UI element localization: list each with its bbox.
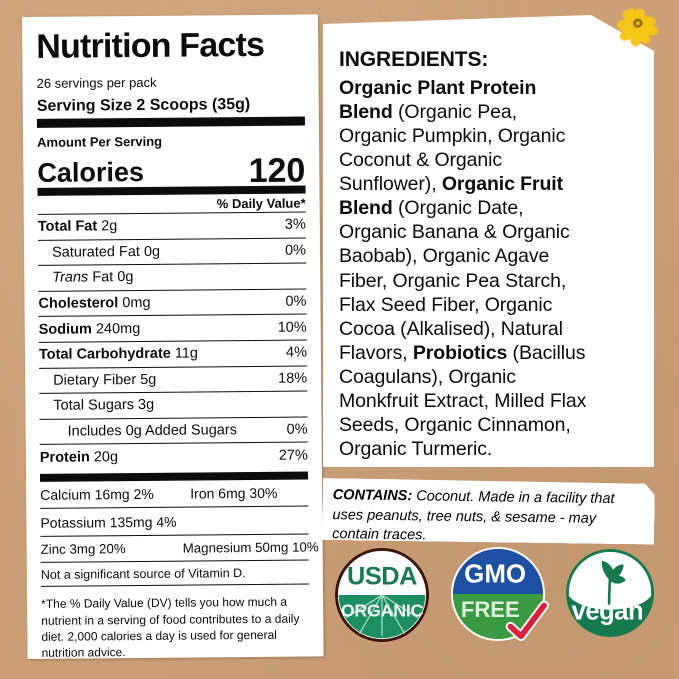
svg-text:vegan: vegan (572, 597, 644, 625)
svg-text:FREE: FREE (461, 597, 520, 622)
svg-text:GMO: GMO (464, 560, 526, 588)
svg-text:ORGANIC: ORGANIC (341, 601, 424, 621)
svg-text:USDA: USDA (347, 563, 417, 591)
